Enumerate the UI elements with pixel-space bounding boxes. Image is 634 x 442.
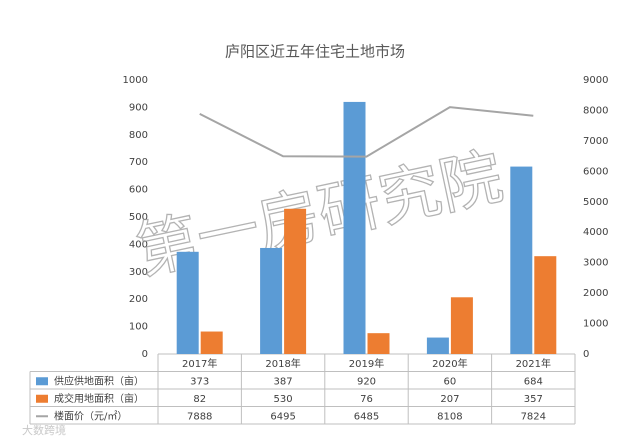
y2-tick-label: 8000 <box>583 105 608 116</box>
x-tick-label: 2021年 <box>516 357 551 370</box>
y2-tick-label: 2000 <box>583 288 608 299</box>
bar <box>450 297 473 354</box>
bar <box>534 256 557 354</box>
bar <box>367 333 390 354</box>
table-value: 8108 <box>437 411 462 422</box>
table-value: 387 <box>274 376 293 387</box>
bar <box>510 166 533 354</box>
table-value: 373 <box>190 376 209 387</box>
legend-label: 成交用地面积（亩） <box>54 392 144 405</box>
table-value: 76 <box>360 394 373 405</box>
y-tick-label: 600 <box>129 185 148 196</box>
y-tick-label: 200 <box>129 294 148 305</box>
table-value: 60 <box>444 376 457 387</box>
y2-tick-label: 0 <box>583 349 589 360</box>
y-tick-label: 1000 <box>123 75 148 86</box>
y-tick-label: 400 <box>129 239 148 250</box>
bar <box>260 247 283 354</box>
bar <box>176 251 199 354</box>
legend-key <box>36 394 48 403</box>
bar <box>343 101 366 354</box>
y-tick-label: 800 <box>129 130 148 141</box>
legend-key <box>36 377 48 386</box>
table-value: 6495 <box>270 411 295 422</box>
table-value: 7824 <box>521 411 546 422</box>
table-value: 207 <box>440 394 459 405</box>
table-value: 920 <box>357 376 376 387</box>
table-value: 7888 <box>187 411 212 422</box>
x-tick-label: 2019年 <box>349 357 384 370</box>
y2-tick-label: 3000 <box>583 258 608 269</box>
table-value: 6485 <box>354 411 379 422</box>
logo-text: 大数跨境 <box>22 423 66 437</box>
y-tick-label: 100 <box>129 322 148 333</box>
x-tick-label: 2017年 <box>182 357 217 370</box>
legend-label: 供应供地面积（亩） <box>54 374 144 387</box>
y2-tick-label: 7000 <box>583 136 608 147</box>
table-value: 684 <box>524 376 543 387</box>
bar <box>284 208 307 354</box>
y-tick-label: 700 <box>129 157 148 168</box>
table-value: 357 <box>524 394 543 405</box>
y-tick-label: 500 <box>129 212 148 223</box>
legend-label: 楼面价（元/㎡） <box>54 409 127 422</box>
x-tick-label: 2018年 <box>265 357 300 370</box>
x-tick-label: 2020年 <box>432 357 467 370</box>
y2-tick-label: 1000 <box>583 319 608 330</box>
bar <box>426 337 449 354</box>
y2-tick-label: 5000 <box>583 197 608 208</box>
y2-tick-label: 4000 <box>583 227 608 238</box>
y2-tick-label: 9000 <box>583 75 608 86</box>
y-tick-label: 900 <box>129 102 148 113</box>
line <box>199 106 534 158</box>
chart-title: 庐阳区近五年住宅土地市场 <box>225 43 405 61</box>
bar <box>200 331 223 354</box>
table-value: 530 <box>274 394 293 405</box>
y2-tick-label: 6000 <box>583 166 608 177</box>
y-tick-label: 300 <box>129 267 148 278</box>
table-value: 82 <box>193 394 206 405</box>
y-tick-label: 0 <box>142 349 148 360</box>
